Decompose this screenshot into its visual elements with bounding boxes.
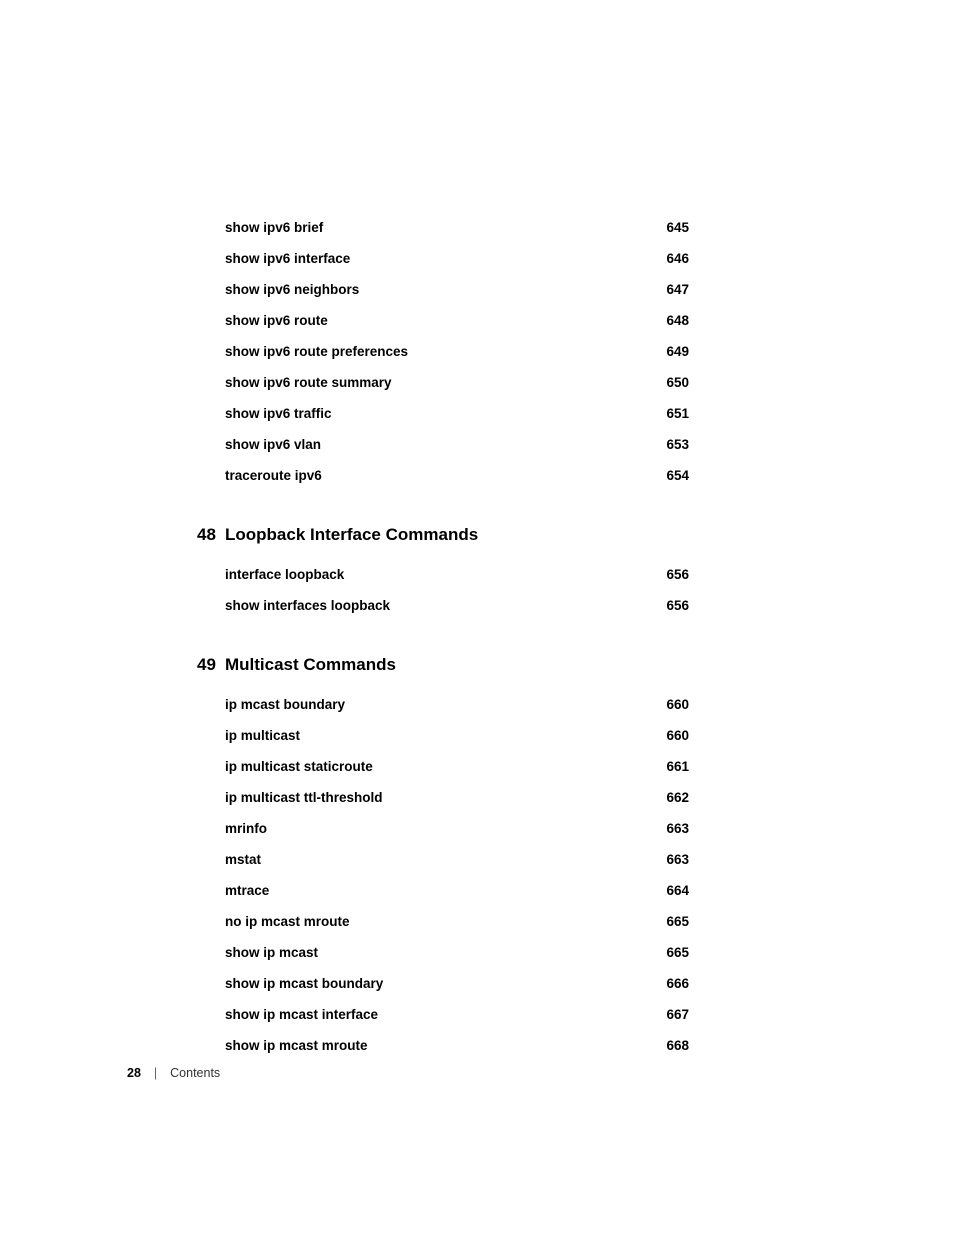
toc-entry: show ipv6 vlan 653 bbox=[197, 437, 689, 452]
toc-group-1: show ipv6 brief 645 show ipv6 interface … bbox=[197, 220, 689, 483]
toc-entry-page: 653 bbox=[666, 437, 689, 452]
toc-entry-page: 649 bbox=[666, 344, 689, 359]
section-number: 49 bbox=[197, 655, 225, 675]
toc-group-3: ip mcast boundary 660 ip multicast 660 i… bbox=[197, 697, 689, 1053]
section-header-49: 49 Multicast Commands bbox=[197, 655, 689, 675]
toc-entry-label: no ip mcast mroute bbox=[225, 914, 350, 929]
toc-entry-label: show ipv6 route summary bbox=[225, 375, 392, 390]
toc-entry: show ipv6 route 648 bbox=[197, 313, 689, 328]
toc-entry: ip mcast boundary 660 bbox=[197, 697, 689, 712]
toc-entry-label: ip multicast ttl-threshold bbox=[225, 790, 383, 805]
section-title: Multicast Commands bbox=[225, 655, 396, 675]
toc-entry-page: 646 bbox=[666, 251, 689, 266]
toc-entry-label: show ip mcast bbox=[225, 945, 318, 960]
toc-entry: interface loopback 656 bbox=[197, 567, 689, 582]
toc-entry: show ipv6 traffic 651 bbox=[197, 406, 689, 421]
toc-entry: no ip mcast mroute 665 bbox=[197, 914, 689, 929]
toc-entry: show ip mcast interface 667 bbox=[197, 1007, 689, 1022]
toc-entry-page: 661 bbox=[666, 759, 689, 774]
toc-entry: ip multicast staticroute 661 bbox=[197, 759, 689, 774]
toc-entry-label: show ipv6 vlan bbox=[225, 437, 321, 452]
toc-entry-page: 660 bbox=[666, 728, 689, 743]
footer-section-label: Contents bbox=[170, 1066, 220, 1080]
toc-entry-label: interface loopback bbox=[225, 567, 344, 582]
toc-entry-page: 663 bbox=[666, 852, 689, 867]
toc-entry-label: mstat bbox=[225, 852, 261, 867]
toc-entry-page: 666 bbox=[666, 976, 689, 991]
section-header-48: 48 Loopback Interface Commands bbox=[197, 525, 689, 545]
toc-entry: show ip mcast 665 bbox=[197, 945, 689, 960]
toc-entry: show ipv6 interface 646 bbox=[197, 251, 689, 266]
toc-entry-page: 645 bbox=[666, 220, 689, 235]
footer-page-number: 28 bbox=[127, 1066, 141, 1080]
toc-entry-page: 650 bbox=[666, 375, 689, 390]
toc-entry-label: mtrace bbox=[225, 883, 269, 898]
toc-entry: show ipv6 neighbors 647 bbox=[197, 282, 689, 297]
toc-entry: ip multicast ttl-threshold 662 bbox=[197, 790, 689, 805]
toc-entry-page: 654 bbox=[666, 468, 689, 483]
toc-entry-label: show ipv6 route bbox=[225, 313, 328, 328]
toc-entry-page: 665 bbox=[666, 945, 689, 960]
toc-entry-page: 660 bbox=[666, 697, 689, 712]
toc-entry-label: mrinfo bbox=[225, 821, 267, 836]
toc-entry-page: 647 bbox=[666, 282, 689, 297]
toc-content: show ipv6 brief 645 show ipv6 interface … bbox=[197, 220, 689, 1069]
toc-entry-label: show interfaces loopback bbox=[225, 598, 390, 613]
toc-entry: ip multicast 660 bbox=[197, 728, 689, 743]
toc-entry: show ipv6 route preferences 649 bbox=[197, 344, 689, 359]
section-title: Loopback Interface Commands bbox=[225, 525, 478, 545]
page-footer: 28 | Contents bbox=[127, 1066, 220, 1080]
toc-group-2: interface loopback 656 show interfaces l… bbox=[197, 567, 689, 613]
toc-entry: traceroute ipv6 654 bbox=[197, 468, 689, 483]
toc-entry-page: 656 bbox=[666, 567, 689, 582]
toc-entry-label: show ipv6 brief bbox=[225, 220, 323, 235]
toc-entry: show ipv6 brief 645 bbox=[197, 220, 689, 235]
toc-entry-label: show ipv6 traffic bbox=[225, 406, 332, 421]
toc-entry-page: 648 bbox=[666, 313, 689, 328]
toc-entry-label: traceroute ipv6 bbox=[225, 468, 322, 483]
toc-entry-label: show ipv6 neighbors bbox=[225, 282, 359, 297]
toc-entry-label: show ipv6 interface bbox=[225, 251, 350, 266]
toc-entry-label: show ipv6 route preferences bbox=[225, 344, 408, 359]
toc-entry: mrinfo 663 bbox=[197, 821, 689, 836]
toc-entry: show ip mcast mroute 668 bbox=[197, 1038, 689, 1053]
toc-entry: show ipv6 route summary 650 bbox=[197, 375, 689, 390]
toc-entry-page: 651 bbox=[666, 406, 689, 421]
toc-entry-label: show ip mcast mroute bbox=[225, 1038, 368, 1053]
toc-entry: show interfaces loopback 656 bbox=[197, 598, 689, 613]
toc-entry: show ip mcast boundary 666 bbox=[197, 976, 689, 991]
toc-entry-page: 663 bbox=[666, 821, 689, 836]
toc-entry-page: 668 bbox=[666, 1038, 689, 1053]
toc-entry-label: ip mcast boundary bbox=[225, 697, 345, 712]
toc-entry-label: ip multicast staticroute bbox=[225, 759, 373, 774]
toc-entry-page: 656 bbox=[666, 598, 689, 613]
toc-entry-label: ip multicast bbox=[225, 728, 300, 743]
toc-entry: mstat 663 bbox=[197, 852, 689, 867]
toc-entry: mtrace 664 bbox=[197, 883, 689, 898]
toc-entry-label: show ip mcast boundary bbox=[225, 976, 383, 991]
toc-entry-label: show ip mcast interface bbox=[225, 1007, 378, 1022]
toc-entry-page: 667 bbox=[666, 1007, 689, 1022]
section-number: 48 bbox=[197, 525, 225, 545]
footer-divider: | bbox=[154, 1066, 157, 1080]
toc-entry-page: 662 bbox=[666, 790, 689, 805]
toc-entry-page: 664 bbox=[666, 883, 689, 898]
toc-entry-page: 665 bbox=[666, 914, 689, 929]
